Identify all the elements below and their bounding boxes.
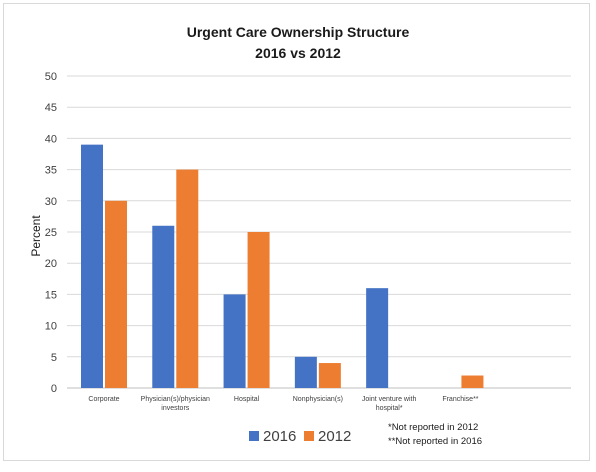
footnote: *Not reported in 2012 — [388, 422, 478, 433]
x-category-label: Franchise** — [442, 396, 478, 403]
bar-2016 — [366, 288, 389, 388]
bar-2012 — [461, 375, 484, 388]
bar-2012 — [176, 169, 199, 388]
y-tick-label: 20 — [45, 258, 57, 270]
x-category-label: Corporate — [88, 396, 119, 403]
y-tick-label: 10 — [45, 321, 57, 333]
footnote: **Not reported in 2016 — [388, 436, 482, 447]
y-tick-label: 0 — [51, 383, 57, 395]
legend-swatch-2016 — [249, 431, 259, 441]
bar-2016 — [81, 144, 103, 388]
y-tick-label: 40 — [45, 133, 57, 145]
bar-2012 — [105, 200, 127, 388]
y-tick-label: 35 — [45, 165, 57, 177]
x-category-label: Nonphysician(s) — [293, 396, 343, 403]
x-category-label: Joint venture with — [362, 396, 417, 403]
y-tick-label: 45 — [45, 102, 57, 114]
y-tick-label: 50 — [45, 71, 57, 83]
legend-swatch-2012 — [304, 431, 314, 441]
bar-2016 — [223, 294, 246, 388]
y-tick-label: 25 — [45, 227, 57, 239]
y-tick-label: 15 — [45, 289, 57, 301]
x-category-label: hospital* — [376, 405, 403, 412]
bar-2012 — [247, 232, 270, 388]
x-category-label: Physician(s)/physician — [141, 396, 210, 403]
y-tick-label: 5 — [51, 352, 57, 364]
bar-2012 — [318, 363, 341, 388]
x-axis-categories: Corporate Physician(s)/physician investors… — [88, 396, 478, 412]
bars — [81, 144, 484, 388]
y-tick-label: 30 — [45, 196, 57, 208]
x-category-label: Hospital — [234, 396, 260, 403]
y-axis-ticks: 0 5 10 15 20 25 30 35 40 45 50 — [45, 71, 57, 395]
chart-title: Urgent Care Ownership Structure — [186, 24, 410, 40]
legend: 2016 2012 — [249, 428, 351, 445]
chart-subtitle: 2016 vs 2012 — [255, 45, 341, 61]
bar-2016 — [152, 225, 175, 388]
legend-label-2012: 2012 — [318, 428, 351, 445]
x-category-label: investors — [161, 405, 190, 412]
grid-lines — [67, 75, 571, 389]
footnotes: *Not reported in 2012 **Not reported in 2… — [388, 422, 482, 447]
legend-label-2016: 2016 — [263, 428, 296, 445]
bar-2016 — [294, 356, 317, 388]
y-axis-label: Percent — [29, 215, 43, 257]
